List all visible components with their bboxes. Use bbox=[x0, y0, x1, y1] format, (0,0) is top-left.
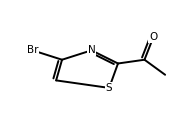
Text: Br: Br bbox=[27, 45, 38, 55]
Text: S: S bbox=[106, 83, 112, 93]
Text: O: O bbox=[149, 32, 158, 42]
Text: N: N bbox=[88, 45, 95, 55]
